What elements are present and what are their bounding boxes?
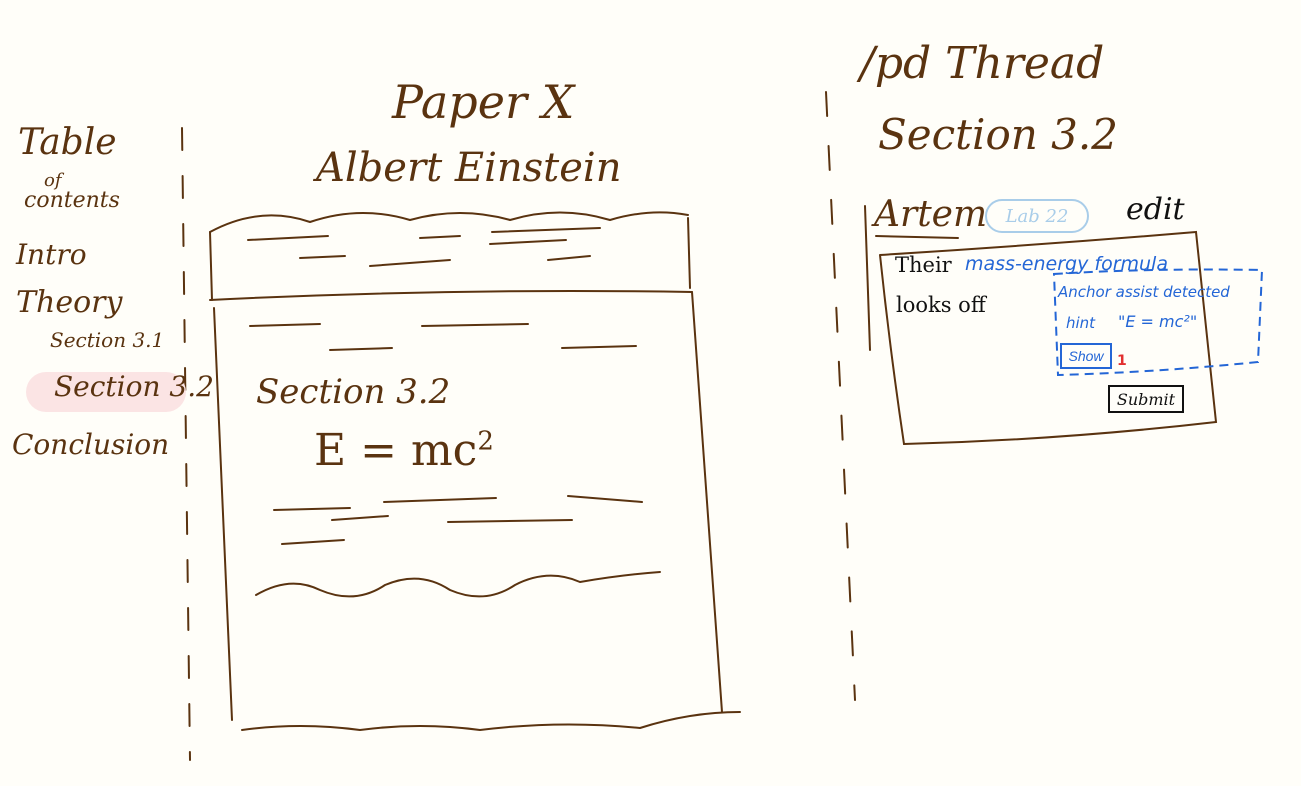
- paper-page-break: [209, 290, 693, 301]
- thread-divider: [825, 91, 856, 701]
- paper-left-upper: [209, 231, 213, 301]
- paper-bottom-edge: [241, 711, 741, 732]
- paper-right-upper: [687, 217, 691, 289]
- toc-item-intro[interactable]: Intro: [16, 238, 87, 271]
- hint-equation: "E = mc²": [1118, 312, 1198, 331]
- toc-item-conclusion[interactable]: Conclusion: [12, 428, 170, 461]
- toc-title: Table: [18, 122, 117, 163]
- toc-item-theory[interactable]: Theory: [16, 285, 123, 320]
- paper-top-edge: [209, 211, 689, 233]
- toc-item-section-3-2[interactable]: Section 3.2: [54, 370, 214, 403]
- paper-fold-line: [255, 571, 661, 598]
- placeholder-lines-low: [273, 495, 643, 545]
- paper-right-edge: [691, 291, 723, 713]
- hint-word: hint: [1066, 314, 1096, 332]
- comment-box-outline: [879, 230, 1218, 446]
- placeholder-lines-mid: [249, 323, 637, 351]
- comment-highlight[interactable]: mass-energy formula: [965, 253, 1168, 275]
- comment-text-after[interactable]: looks off: [896, 293, 986, 317]
- paper-equation[interactable]: E = mc2: [314, 425, 494, 476]
- paper-equation-exponent: 2: [477, 426, 494, 457]
- submit-button[interactable]: Submit: [1108, 385, 1184, 413]
- author-underline: [875, 235, 959, 239]
- comment-edit-button[interactable]: edit: [1126, 192, 1185, 227]
- toc-active-highlight: [26, 372, 186, 412]
- paper-section-heading: Section 3.2: [256, 372, 451, 412]
- hint-label: Anchor assist detected: [1058, 283, 1230, 301]
- toc-item-section-3-1[interactable]: Section 3.1: [50, 328, 165, 352]
- thread-title: /pd Thread: [860, 38, 1105, 89]
- comment-author-badge: Lab 22: [985, 199, 1089, 233]
- toc-title-of: of: [44, 170, 62, 191]
- hint-count-badge: 1: [1117, 353, 1127, 369]
- paper-author: Albert Einstein: [316, 145, 622, 191]
- placeholder-lines-top: [247, 227, 601, 267]
- thread-comment-rule: [864, 205, 871, 351]
- hint-popup-outline: [1052, 268, 1264, 377]
- toc-divider: [181, 127, 191, 761]
- hint-show-button[interactable]: Show: [1060, 343, 1112, 369]
- thread-section: Section 3.2: [878, 110, 1118, 159]
- paper-equation-base: E = mc: [314, 425, 478, 476]
- comment-text-before[interactable]: Their: [895, 253, 952, 277]
- comment-author: Artem: [874, 194, 988, 235]
- toc-title-contents: contents: [24, 188, 120, 213]
- paper-left-edge: [213, 307, 233, 721]
- paper-title: Paper X: [392, 75, 575, 129]
